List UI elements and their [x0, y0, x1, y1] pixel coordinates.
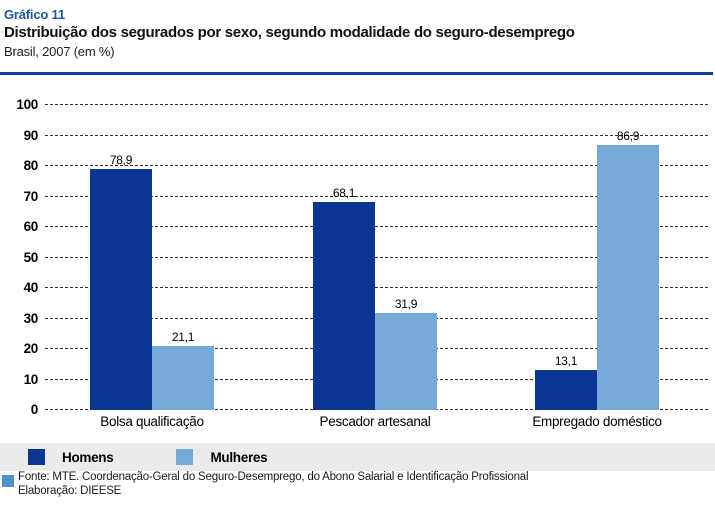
chart-title: Distribuição dos segurados por sexo, seg… [4, 24, 575, 41]
source-note: Fonte: MTE. Coordenação-Geral do Seguro-… [18, 471, 529, 483]
value-label-homens-1: 78,9 [109, 153, 133, 168]
legend-label-homens: Homens [62, 449, 114, 465]
y-tick-label-60: 60 [23, 219, 39, 234]
bar-homens-3 [535, 370, 597, 410]
y-tick-label-90: 90 [23, 127, 39, 143]
y-tick-label-100: 100 [16, 97, 38, 112]
gridline-y90 [45, 134, 710, 136]
gridline-y60 [45, 226, 710, 227]
y-tick-label-10: 10 [23, 371, 39, 387]
value-label-homens-3: 13,1 [554, 354, 578, 369]
plot-area: 78,9 68,1 13,1 21,1 31,9 86,9 [45, 104, 712, 410]
y-tick-label-40: 40 [23, 280, 39, 295]
gridline-y50 [45, 256, 710, 258]
value-label-homens-2: 68,1 [332, 186, 356, 201]
value-label-mulheres-3: 86,9 [616, 128, 640, 143]
category-label-3: Empregado doméstico [532, 414, 662, 429]
y-tick-label-80: 80 [23, 158, 39, 173]
legend-item-homens: Homens [28, 449, 114, 465]
legend-swatch-mulheres [176, 449, 194, 465]
y-tick-label-30: 30 [23, 310, 39, 326]
chart-subtitle: Brasil, 2007 (em %) [4, 44, 115, 59]
bar-mulheres-2 [375, 312, 437, 410]
bar-homens-2 [313, 202, 375, 410]
bar-homens-1 [90, 169, 152, 410]
y-tick-label-70: 70 [23, 188, 39, 204]
value-label-mulheres-2: 31,9 [394, 296, 418, 311]
category-label-1: Bolsa qualificação [100, 414, 204, 429]
gridline-y40 [45, 287, 710, 288]
gridline-y80 [45, 165, 710, 166]
gridline-y100 [45, 104, 710, 105]
elaboration-note: Elaboração: DIEESE [18, 485, 122, 497]
y-tick-label-20: 20 [23, 341, 39, 356]
title-divider-rule [0, 72, 713, 75]
chart-number-label: Gráfico 11 [4, 7, 65, 22]
legend-label-mulheres: Mulheres [210, 449, 268, 465]
footer-bullet-icon [2, 475, 14, 487]
legend: Homens Mulheres [0, 443, 715, 471]
legend-item-mulheres: Mulheres [176, 449, 268, 465]
y-tick-label-0: 0 [30, 402, 39, 417]
bar-mulheres-1 [152, 345, 214, 410]
value-label-mulheres-1: 21,1 [171, 329, 195, 344]
y-tick-label-50: 50 [23, 249, 39, 265]
category-label-2: Pescador artesanal [319, 414, 431, 429]
gridline-y70 [45, 195, 710, 197]
legend-swatch-homens [28, 449, 45, 465]
bar-mulheres-3 [597, 144, 659, 410]
